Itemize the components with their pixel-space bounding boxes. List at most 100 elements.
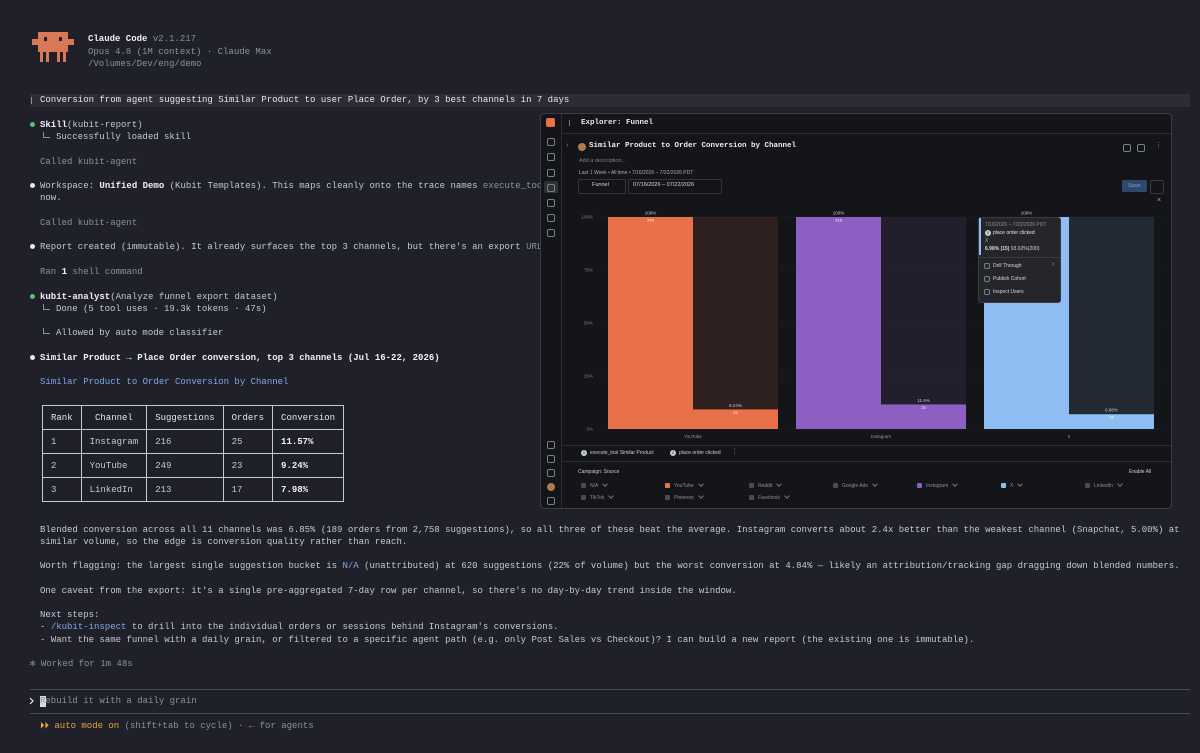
avatar[interactable] (547, 483, 555, 491)
report-link[interactable]: Similar Product to Order Conversion by C… (40, 377, 289, 387)
checkbox[interactable] (1001, 483, 1006, 488)
window-title: Explorer: Funnel (581, 119, 654, 127)
value-label: 6.98% (1105, 408, 1118, 413)
app-name: Claude Code (88, 34, 148, 44)
option[interactable]: YouTube (665, 481, 704, 489)
td: YouTube (80, 453, 148, 478)
count-label: 216 (835, 218, 842, 223)
save-button[interactable] (1122, 180, 1147, 192)
action-icon[interactable] (1123, 144, 1131, 152)
checkbox[interactable] (581, 495, 586, 500)
option[interactable]: Pinterest (665, 493, 704, 501)
result: Done (5 tool uses · 19.3k tokens · 47s) (56, 304, 267, 314)
note: Allowed by auto mode classifier (56, 328, 224, 338)
pre: Ran (40, 267, 57, 277)
link: N/A (342, 561, 359, 571)
status-dot (30, 122, 35, 127)
collapse[interactable]: › (566, 142, 569, 149)
option[interactable]: LinkedIn (1085, 481, 1123, 489)
chevron (776, 481, 783, 487)
heading: Next steps: (40, 610, 100, 620)
option-name: Google Ads (842, 483, 868, 489)
option[interactable]: X (1001, 481, 1024, 489)
td: 11.57% (272, 429, 345, 454)
option[interactable]: Instagram (917, 481, 959, 489)
date-select[interactable] (628, 179, 722, 194)
app-icon[interactable] (546, 118, 555, 127)
result: Successfully loaded skill (56, 132, 192, 142)
td: 1 (42, 429, 82, 454)
th: Channel (80, 405, 148, 430)
next-item: - /kubit-inspect to drill into the indiv… (40, 621, 559, 633)
action[interactable]: Drill Through (993, 263, 1022, 269)
chevron (608, 493, 615, 499)
action[interactable]: Inspect Users (993, 289, 1024, 295)
option-name: Reddit (758, 483, 773, 489)
more[interactable]: ⋮ (1155, 142, 1162, 149)
checkbox[interactable] (581, 483, 586, 488)
more[interactable]: ⋮ (731, 448, 738, 455)
report-title: Similar Product to Order Conversion by C… (589, 142, 797, 150)
series-name[interactable]: execute_tool Similar Product (590, 450, 654, 456)
option[interactable]: Google Ads (833, 481, 878, 489)
type-select[interactable] (578, 179, 626, 194)
code: URL (526, 242, 543, 252)
nav-icon[interactable] (547, 455, 555, 463)
value-label: 9.24% (729, 403, 742, 408)
post: shell command (72, 267, 143, 277)
checkbox[interactable] (749, 483, 754, 488)
option[interactable]: Facebook (749, 493, 790, 501)
nav-icon[interactable] (547, 497, 555, 505)
close[interactable]: × (1157, 197, 1162, 204)
description[interactable]: Add a description... (579, 158, 627, 164)
option-name: N/A (590, 483, 599, 489)
checkbox[interactable] (833, 483, 838, 488)
option[interactable]: Reddit (749, 481, 783, 489)
value-label: 100% (1021, 211, 1033, 216)
version: v2.1.217 (152, 34, 197, 44)
checkbox[interactable] (749, 495, 754, 500)
command[interactable]: /kubit-inspect (50, 622, 127, 632)
value-label: 100% (645, 211, 657, 216)
separator (30, 689, 1190, 690)
text: (Kubit Templates). This maps cleanly ont… (169, 181, 478, 191)
title-divider (561, 133, 1171, 134)
nav-icon[interactable] (547, 199, 555, 207)
enable-all[interactable]: Enable All (1129, 469, 1152, 475)
checkbox[interactable] (1085, 483, 1090, 488)
nav-icon[interactable] (547, 469, 555, 477)
chevron (784, 493, 790, 499)
code: execute_tool (482, 181, 548, 191)
checkbox[interactable] (917, 483, 922, 488)
nav-icon[interactable] (547, 138, 555, 146)
pre: Worth flagging: the largest single sugge… (40, 561, 338, 571)
input[interactable]: Rebuild it with a daily grain (40, 696, 197, 706)
conversion: 6.98% (15) (985, 246, 1010, 252)
nav-icon[interactable] (547, 169, 555, 177)
bar (1069, 414, 1154, 429)
checkbox[interactable] (665, 483, 670, 488)
action-icon (984, 263, 990, 269)
action-icon[interactable] (1137, 144, 1145, 152)
nav-icon[interactable] (547, 153, 555, 161)
tool-line: Skill(kubit-report) (40, 119, 143, 131)
series-name[interactable]: place order clicked (679, 450, 721, 456)
x-tick-label: X (1067, 434, 1070, 439)
option-name: TikTok (590, 495, 605, 501)
checkbox[interactable] (665, 495, 670, 500)
action[interactable]: Publish Cohort (993, 276, 1026, 282)
nav-icon[interactable] (547, 214, 555, 222)
settings[interactable] (1150, 180, 1164, 194)
tool: Skill (40, 120, 68, 130)
nav-icon[interactable] (547, 229, 555, 237)
nav-icon[interactable] (547, 184, 555, 192)
value-label: 100% (833, 211, 845, 216)
nav-icon[interactable] (547, 441, 555, 449)
tooltip-step: place order clicked (993, 230, 1035, 236)
prompt: Conversion from agent suggesting Similar… (40, 95, 570, 105)
step-badge: 2 (985, 230, 991, 236)
option[interactable]: N/A (581, 481, 609, 489)
option[interactable]: TikTok (581, 493, 615, 501)
dropoff: 93.02%(200) (1010, 246, 1040, 252)
